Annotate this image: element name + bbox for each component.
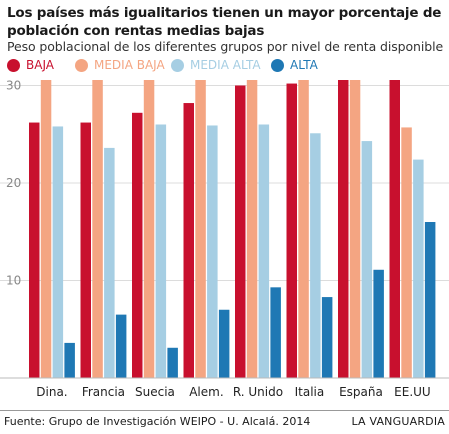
legend: BAJA MEDIA BAJA MEDIA ALTA ALTA: [7, 58, 447, 78]
bar-media-alta-suecia: [155, 124, 167, 378]
legend-swatch-alta: [271, 58, 284, 72]
bar-baja-francia: [80, 122, 91, 378]
bar-alta-espaa: [373, 269, 384, 378]
x-tick-label: EE.UU: [394, 385, 431, 399]
bar-alta-italia: [321, 297, 333, 378]
footer-divider: [0, 410, 449, 411]
bar-baja-eeuu: [389, 80, 400, 379]
bar-alta-dina: [64, 342, 75, 378]
bar-media-alta-alem: [207, 125, 218, 378]
x-tick-label: Francia: [82, 385, 125, 399]
x-tick-label: Dina.: [36, 385, 67, 399]
bar-alta-eeuu: [424, 222, 436, 378]
x-tick-label: Italia: [295, 385, 325, 399]
bar-alta-francia: [115, 314, 127, 378]
bar-media-baja-runido: [246, 80, 258, 378]
bar-media-baja-eeuu: [401, 127, 412, 378]
bar-media-alta-eeuu: [413, 159, 424, 378]
legend-swatch-media-alta: [171, 58, 184, 72]
x-tick-label: Alem.: [189, 385, 223, 399]
bar-media-alta-dina: [52, 126, 64, 378]
bar-media-baja-francia: [92, 80, 103, 379]
bar-media-alta-francia: [104, 147, 115, 378]
x-tick-label: R. Unido: [233, 385, 283, 399]
source-note: Fuente: Grupo de Investigación WEIPO - U…: [4, 415, 311, 428]
bar-baja-alem: [183, 103, 194, 379]
bar-media-alta-espaa: [361, 141, 373, 378]
bar-baja-italia: [286, 83, 297, 379]
bar-media-baja-suecia: [143, 80, 155, 379]
bar-media-baja-dina: [40, 80, 52, 378]
legend-swatch-baja: [7, 58, 20, 72]
legend-label-media-alta: MEDIA ALTA: [190, 58, 261, 72]
chart-title: Los países más igualitarios tienen un ma…: [7, 5, 442, 39]
bar-media-baja-alem: [195, 80, 206, 378]
legend-item-alta: ALTA: [271, 58, 318, 72]
legend-item-baja: BAJA: [7, 58, 54, 72]
x-tick-label: España: [339, 385, 383, 399]
chart-subtitle: Peso poblacional de los diferentes grupo…: [7, 39, 444, 54]
bar-baja-suecia: [132, 112, 143, 379]
bar-media-alta-italia: [310, 133, 321, 378]
bar-baja-espaa: [338, 80, 349, 378]
x-tick-label: Suecia: [135, 385, 175, 399]
y-tick-label: 10: [6, 274, 21, 288]
bar-alta-runido: [270, 287, 281, 378]
legend-label-media-baja: MEDIA BAJA: [94, 58, 165, 72]
legend-swatch-media-baja: [75, 58, 88, 72]
bar-media-alta-runido: [258, 124, 270, 378]
legend-item-media-baja: MEDIA BAJA: [75, 58, 165, 72]
legend-item-media-alta: MEDIA ALTA: [171, 58, 261, 72]
y-tick-label: 30: [6, 80, 21, 93]
legend-label-baja: BAJA: [26, 58, 54, 72]
legend-label-alta: ALTA: [290, 58, 318, 72]
bar-alta-alem: [218, 309, 230, 378]
bar-alta-suecia: [167, 347, 178, 378]
bar-media-baja-espaa: [349, 80, 361, 379]
bar-media-baja-italia: [298, 80, 309, 379]
bar-baja-dina: [29, 122, 40, 378]
bar-baja-runido: [235, 85, 246, 378]
y-tick-label: 20: [6, 176, 21, 190]
brand-name: LA VANGUARDIA: [351, 415, 445, 428]
